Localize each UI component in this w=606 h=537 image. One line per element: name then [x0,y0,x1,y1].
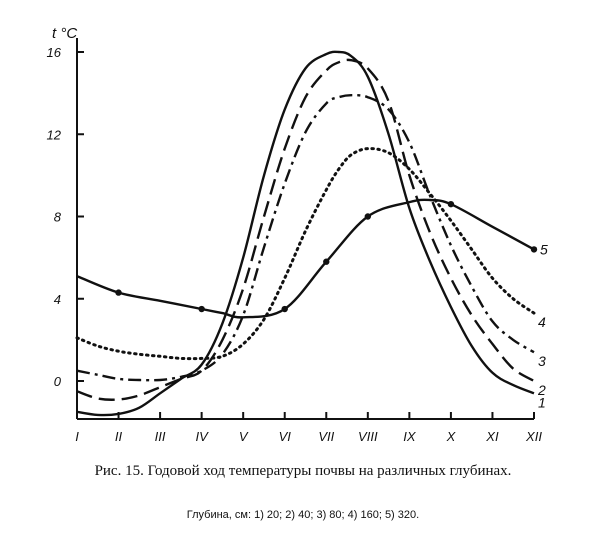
figure-caption: Рис. 15. Годовой ход температуры почвы н… [94,463,512,479]
y-tick-label: 0 [54,374,62,389]
x-tick-label: III [155,429,166,444]
series-3: 3 [76,93,546,382]
series-line-4 [75,147,536,361]
y-ticks: 0 4 8 12 16 [47,45,84,389]
series-4: 4 [75,147,546,361]
data-point [447,200,455,208]
x-tick-label: IX [403,429,417,444]
y-axis: t °C [52,25,78,419]
data-point [364,213,372,220]
data-point [198,305,205,313]
series-1: 1 [76,50,546,417]
x-ticks: I II III IV V VI VII VIII IX X XI XII [75,412,542,444]
series-5: 5 [76,198,548,319]
y-axis-title: t °C [52,25,77,42]
x-tick-label: II [115,429,123,444]
series-label: 5 [540,241,548,257]
x-tick-label: I [75,429,79,444]
x-tick-label: X [446,429,457,444]
series-2: 2 [76,58,546,401]
x-tick-label: VI [279,429,292,444]
series-label: 4 [538,314,546,330]
figure-legend-caption: Глубина, см: 1) 20; 2) 40; 3) 80; 4) 160… [186,509,420,521]
y-tick-label: 12 [47,127,62,142]
series-line-3 [76,93,535,382]
x-tick-label: V [239,429,249,444]
y-tick-label: 8 [54,210,62,225]
y-tick-label: 4 [54,292,61,307]
series-label: 2 [537,382,546,398]
data-point [323,258,330,265]
x-tick-label: XI [485,429,499,444]
series-line-1 [76,50,535,417]
data-point [115,289,122,296]
x-tick-label: VIII [358,429,378,444]
series-label: 3 [538,353,546,369]
series-line-5 [76,198,535,319]
y-tick-label: 16 [47,45,62,60]
series-label: 1 [538,394,546,410]
series-layer: 12 3 4 5 [75,50,548,417]
x-tick-label: XII [525,429,542,444]
x-tick-label: VII [318,429,334,444]
series-line-2 [76,58,535,401]
data-point [281,305,288,313]
x-tick-label: IV [195,429,209,444]
data-point [530,246,538,253]
